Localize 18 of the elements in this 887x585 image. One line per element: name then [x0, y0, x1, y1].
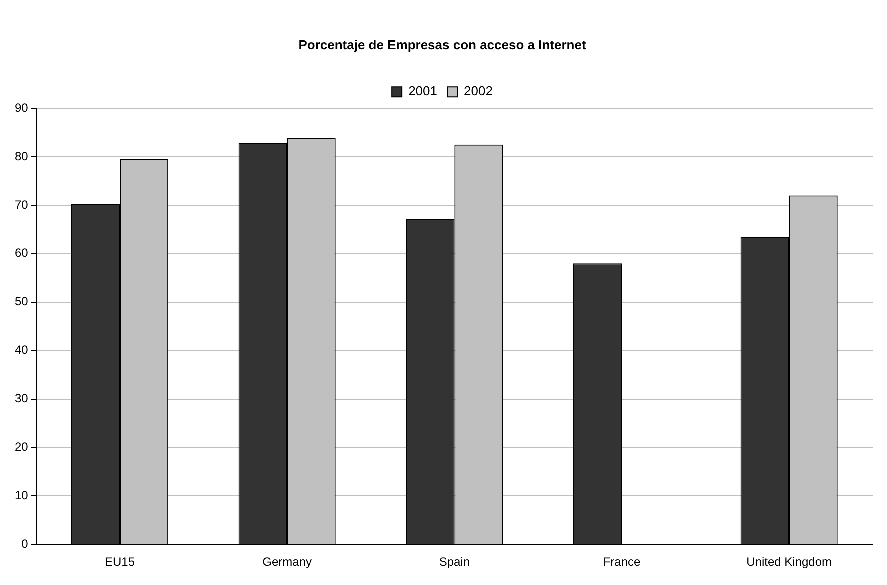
y-tick-label: 10: [14, 488, 29, 502]
y-tick-label: 90: [14, 100, 29, 115]
x-tick-label: Germany: [262, 555, 312, 570]
y-tick-label: 70: [14, 198, 29, 212]
x-tick-label: Spain: [439, 555, 470, 570]
y-tick-label: 50: [14, 294, 29, 309]
x-tick-label: EU15: [104, 555, 136, 570]
x-tick-label: United Kingdom: [746, 555, 832, 570]
chart-title: Porcentaje de Empresas con acceso a Internet: [298, 37, 587, 52]
x-tick-label: France: [603, 555, 641, 570]
y-tick-label: 0: [22, 536, 29, 551]
y-tick-label: 20: [14, 440, 29, 454]
y-tick-label: 40: [14, 343, 29, 358]
legend-label: 2001: [408, 84, 438, 99]
y-tick-label: 30: [14, 392, 29, 406]
y-tick-label: 80: [14, 149, 29, 164]
y-tick-label: 60: [14, 246, 29, 260]
legend-label: 2002: [464, 84, 493, 99]
